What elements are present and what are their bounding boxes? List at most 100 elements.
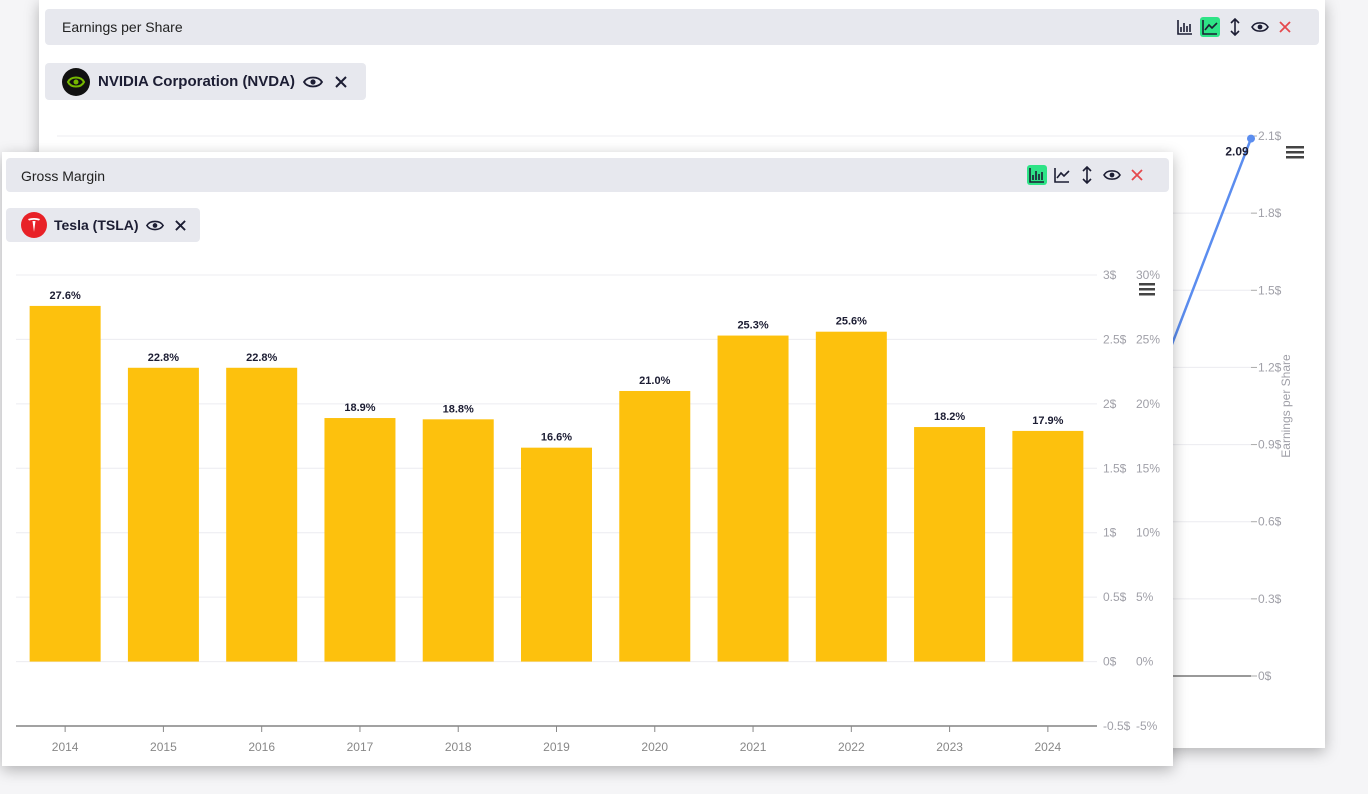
gm-bar-data-label: 25.6% [836, 316, 867, 328]
hamburger-menu-icon[interactable] [1139, 283, 1155, 296]
gm-x-tick-label: 2023 [936, 740, 963, 754]
line-chart-icon [1054, 168, 1070, 183]
eye-icon [145, 220, 164, 230]
gm-x-tick-label: 2017 [347, 740, 374, 754]
bar-chart-toggle-button[interactable] [1027, 165, 1047, 185]
gm-bar [29, 305, 101, 662]
gm-y-tick-label-percent: -5% [1136, 719, 1158, 733]
gm-x-tick-label: 2019 [543, 740, 570, 754]
eps-series-line [1167, 138, 1253, 353]
remove-company-button[interactable] [335, 75, 347, 88]
eye-icon [1251, 22, 1269, 32]
gm-y-tick-label-percent: 30% [1136, 268, 1160, 282]
gm-y-tick-label-percent: 5% [1136, 590, 1154, 604]
eps-data-label: 2.09 [1225, 145, 1249, 159]
gm-bar-data-label: 22.8% [246, 352, 277, 364]
gm-bar-data-label: 18.8% [443, 403, 474, 415]
eps-y-tick-label: 0$ [1258, 669, 1272, 683]
eps-y-tick-label: 1.2$ [1258, 360, 1282, 374]
bar-chart-icon [1029, 168, 1044, 183]
gm-y-tick-label-percent: 15% [1136, 461, 1160, 475]
close-icon [335, 75, 347, 88]
gross-margin-chart-panel: Gross Margin Tesla (TSLA) [2, 152, 1173, 766]
gm-bar [914, 427, 986, 662]
gross-margin-company-chip: Tesla (TSLA) [6, 208, 200, 242]
eps-data-point [1247, 134, 1255, 143]
gm-x-tick-label: 2014 [52, 740, 79, 754]
visibility-toggle-button[interactable] [1250, 17, 1270, 37]
gross-margin-chart-toolbar [1022, 165, 1147, 185]
gm-y-tick-label-dollar: 1$ [1103, 526, 1117, 540]
gross-margin-chart-title: Gross Margin [21, 168, 106, 184]
gm-bar [815, 331, 887, 662]
gm-x-tick-label: 2022 [838, 740, 865, 754]
hamburger-menu-icon[interactable] [1286, 146, 1304, 159]
gm-y-tick-label-dollar: 0$ [1103, 655, 1117, 669]
company-visibility-button[interactable] [145, 219, 164, 232]
bar-chart-icon [1177, 20, 1192, 35]
gm-bar-data-label: 22.8% [148, 352, 179, 364]
eps-y-tick-label: 0.3$ [1258, 592, 1282, 606]
gm-y-tick-label-dollar: 3$ [1103, 268, 1117, 282]
eps-chart-header: Earnings per Share [45, 9, 1319, 45]
gm-y-tick-label-percent: 10% [1136, 526, 1160, 540]
company-visibility-button[interactable] [302, 75, 323, 89]
resize-button[interactable] [1077, 165, 1097, 185]
gm-bar-data-label: 17.9% [1032, 415, 1063, 427]
tesla-logo-icon [21, 212, 47, 238]
gm-x-tick-label: 2020 [641, 740, 668, 754]
eye-icon [302, 76, 323, 87]
eps-y-axis-label: Earnings per Share [1279, 354, 1293, 458]
line-chart-toggle-button[interactable] [1052, 165, 1072, 185]
gross-margin-chart-header: Gross Margin [6, 158, 1169, 192]
eps-y-tick-label: 2.1$ [1258, 129, 1282, 143]
gm-bar [226, 367, 298, 662]
gm-y-tick-label-dollar: -0.5$ [1103, 719, 1131, 733]
gm-bar-data-label: 27.6% [50, 290, 81, 302]
eps-company-chip: NVIDIA Corporation (NVDA) [45, 63, 366, 100]
visibility-toggle-button[interactable] [1102, 165, 1122, 185]
gm-bar-data-label: 16.6% [541, 432, 572, 444]
eps-chart-title: Earnings per Share [62, 19, 183, 35]
gm-x-tick-label: 2018 [445, 740, 472, 754]
gross-margin-company-name: Tesla (TSLA) [54, 217, 139, 233]
gm-x-tick-label: 2021 [740, 740, 767, 754]
close-icon [1131, 169, 1143, 181]
close-chart-button[interactable] [1275, 17, 1295, 37]
eps-chart-toolbar [1170, 17, 1295, 37]
eps-company-name: NVIDIA Corporation (NVDA) [98, 73, 295, 90]
eps-y-tick-label: 1.8$ [1258, 206, 1282, 220]
gm-bar [717, 335, 789, 662]
gm-y-tick-label-dollar: 1.5$ [1103, 461, 1127, 475]
eps-y-tick-label: 0.9$ [1258, 438, 1282, 452]
gm-y-tick-label-dollar: 0.5$ [1103, 590, 1127, 604]
gm-y-tick-label-percent: 0% [1136, 655, 1154, 669]
line-chart-icon [1202, 20, 1218, 35]
resize-button[interactable] [1225, 17, 1245, 37]
close-icon [1279, 21, 1291, 33]
gm-y-tick-label-dollar: 2$ [1103, 397, 1117, 411]
eps-y-tick-label: 0.6$ [1258, 515, 1282, 529]
gm-x-tick-label: 2016 [248, 740, 275, 754]
close-icon [174, 219, 186, 231]
vertical-arrows-icon [1230, 18, 1240, 36]
gm-x-tick-label: 2024 [1035, 740, 1062, 754]
gm-bar [127, 367, 199, 662]
gm-bar-data-label: 21.0% [639, 375, 670, 387]
gm-bar-data-label: 25.3% [737, 320, 768, 332]
gm-bar [324, 418, 396, 662]
gm-bar-data-label: 18.2% [934, 411, 965, 423]
eye-icon [1103, 170, 1121, 180]
gm-y-tick-label-percent: 20% [1136, 397, 1160, 411]
gm-bar [1012, 430, 1084, 662]
remove-company-button[interactable] [174, 219, 186, 231]
bar-chart-toggle-button[interactable] [1175, 17, 1195, 37]
gm-bar [521, 447, 592, 662]
close-chart-button[interactable] [1127, 165, 1147, 185]
line-chart-toggle-button[interactable] [1200, 17, 1220, 37]
gm-bar [422, 419, 494, 662]
gm-bar [619, 390, 691, 662]
nvidia-logo-icon [62, 67, 90, 96]
gm-y-tick-label-dollar: 2.5$ [1103, 332, 1127, 346]
eps-y-tick-label: 1.5$ [1258, 283, 1282, 297]
